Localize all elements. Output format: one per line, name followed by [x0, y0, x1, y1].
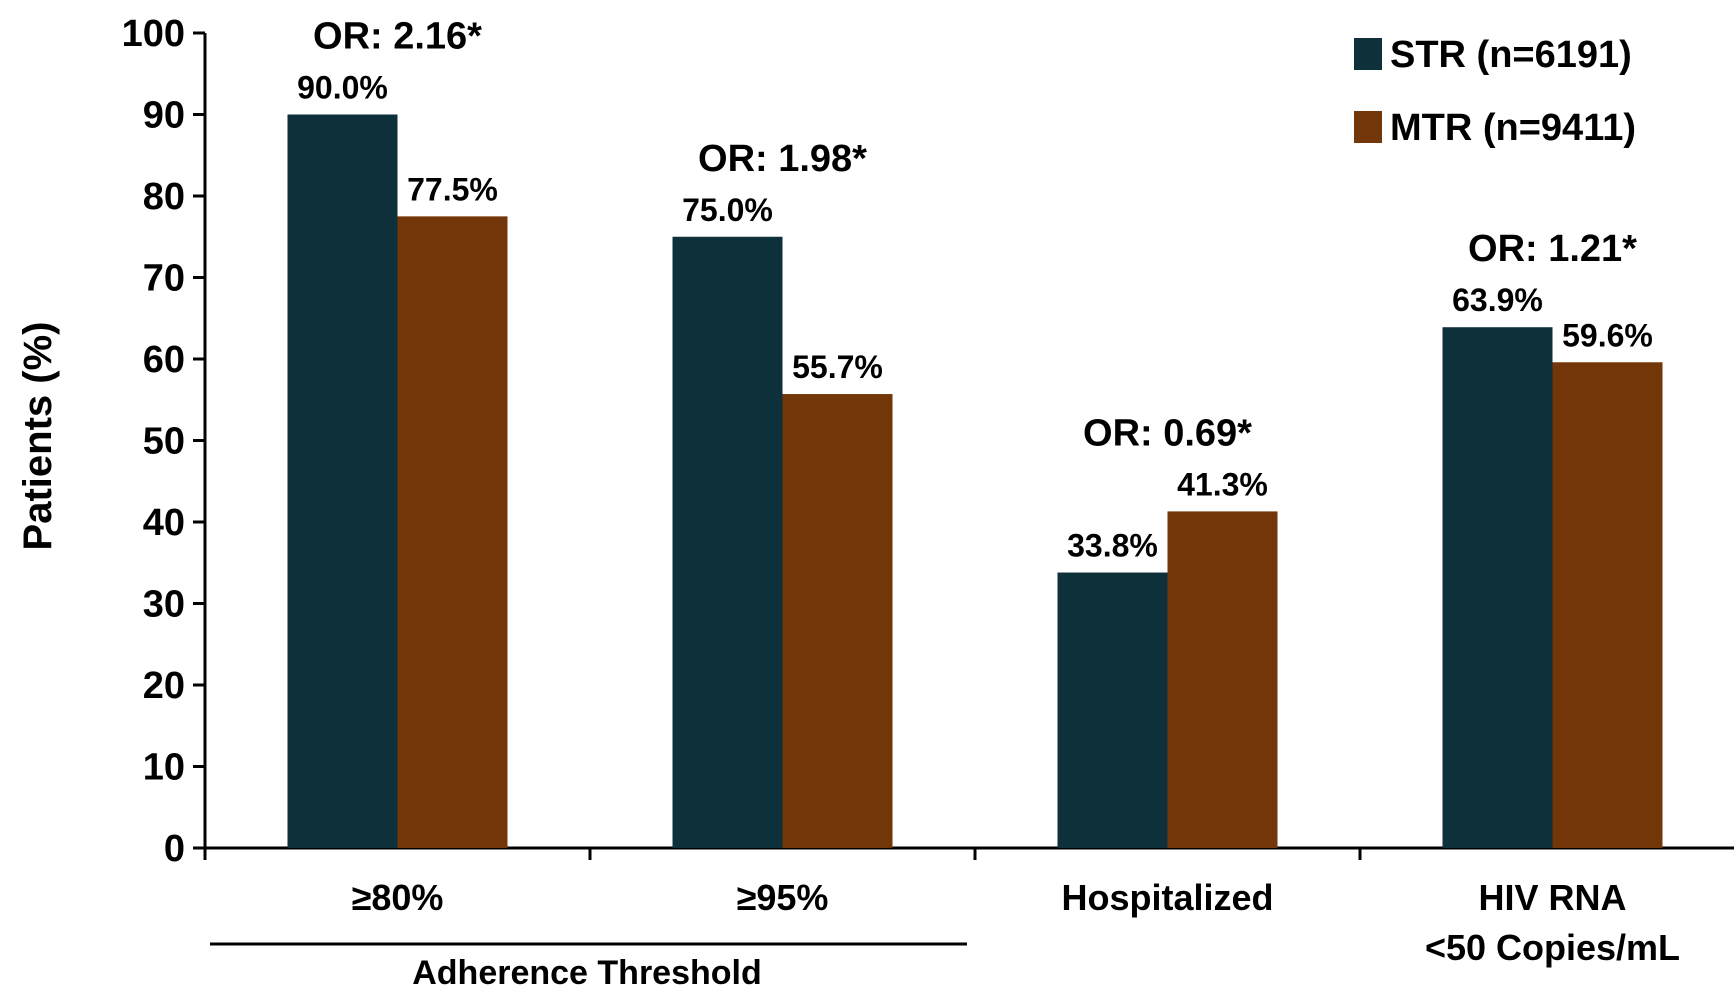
bar-value-label: 55.7%: [792, 349, 883, 385]
legend-swatch: [1354, 111, 1382, 143]
category-labels: ≥80% ≥95% Hospitalized HIV RNA <50 Copies/mL: [352, 877, 1680, 968]
y-tick-label: 60: [143, 339, 185, 381]
y-tick-label: 20: [143, 665, 185, 707]
bar-mtr: [782, 394, 893, 848]
bar-mtr: [1552, 362, 1663, 848]
value-labels: 90.0% 77.5% 75.0% 55.7% 33.8% 41.3% 63.9% 59.6%: [297, 70, 1653, 564]
y-tick-label: 10: [143, 747, 185, 789]
y-tick-label: 0: [164, 828, 185, 870]
bar-value-label: 59.6%: [1562, 317, 1653, 353]
category-label: Hospitalized: [1061, 877, 1273, 918]
bar-value-label: 90.0%: [297, 70, 388, 106]
category-label: ≥80%: [352, 877, 444, 918]
y-tick-label: 40: [143, 502, 185, 544]
y-tick-label: 80: [143, 176, 185, 218]
category-label: <50 Copies/mL: [1425, 927, 1680, 968]
legend-label: STR (n=6191): [1390, 34, 1632, 76]
category-label: HIV RNA: [1478, 877, 1626, 918]
bar-str: [672, 236, 783, 848]
y-tick-label: 90: [143, 95, 185, 137]
y-tick-label: 50: [143, 421, 185, 463]
y-tick-label: 70: [143, 258, 185, 300]
x-axis: [203, 846, 1734, 860]
bar-value-label: 41.3%: [1177, 466, 1268, 502]
legend-label: MTR (n=9411): [1390, 107, 1636, 149]
y-axis-title: Patients (%): [16, 322, 60, 551]
y-tick-label: 30: [143, 584, 185, 626]
odds-ratio-label: OR: 1.21*: [1468, 228, 1637, 270]
category-label: ≥95%: [737, 877, 829, 918]
adherence-threshold-label: Adherence Threshold: [412, 954, 762, 987]
bars: [287, 114, 1663, 849]
bar-mtr: [397, 216, 508, 848]
odds-ratio-label: OR: 1.98*: [698, 138, 867, 180]
legend: STR (n=6191) MTR (n=9411): [1354, 34, 1636, 149]
bar-value-label: 75.0%: [682, 192, 773, 228]
bar-str: [1057, 572, 1168, 848]
bar-value-label: 77.5%: [407, 171, 498, 207]
odds-ratio-annotations: OR: 2.16* OR: 1.98* OR: 0.69* OR: 1.21*: [313, 16, 1637, 455]
bar-value-label: 33.8%: [1067, 528, 1158, 564]
bar-str: [287, 114, 398, 848]
odds-ratio-label: OR: 2.16*: [313, 16, 482, 58]
bar-str: [1442, 327, 1553, 849]
bar-mtr: [1167, 511, 1278, 848]
y-axis: 0 10 20 30 40 50 60 70 80 90 100: [122, 13, 207, 870]
odds-ratio-label: OR: 0.69*: [1083, 412, 1252, 454]
y-tick-label: 100: [122, 13, 185, 55]
legend-swatch: [1354, 38, 1382, 70]
bar-value-label: 63.9%: [1452, 282, 1543, 318]
